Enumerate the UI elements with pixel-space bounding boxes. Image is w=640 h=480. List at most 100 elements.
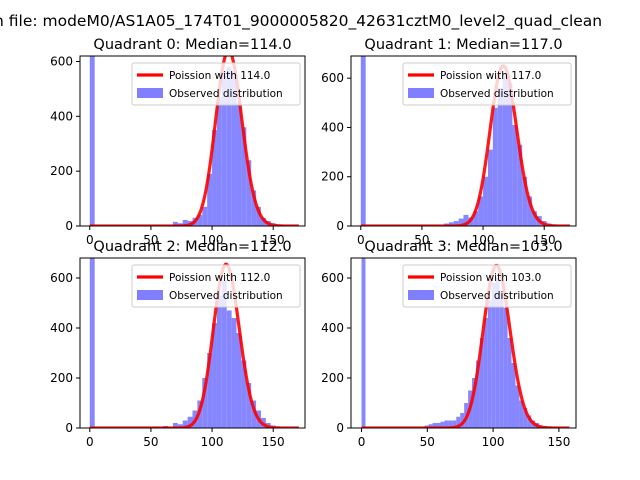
histogram-bar: [444, 420, 449, 428]
histogram-bar: [448, 420, 453, 428]
histogram-bar: [472, 378, 476, 428]
histogram-bar: [531, 211, 537, 226]
histogram-bar: [360, 56, 366, 226]
plot-area-3: [361, 258, 570, 428]
x-tick-label: 50: [143, 233, 158, 247]
histogram-bar: [495, 278, 500, 428]
histogram-bar: [512, 124, 518, 226]
legend-label: Observed distribution: [440, 88, 554, 100]
x-tick-label: 100: [472, 233, 495, 247]
histogram-bar: [463, 214, 469, 226]
legend-box: [402, 264, 572, 308]
x-tick-label: 50: [420, 435, 435, 449]
y-tick-label: 0: [336, 421, 344, 435]
histogram-bar: [453, 221, 459, 226]
histogram-bar: [177, 424, 183, 428]
histogram-bar: [207, 353, 213, 428]
histogram-bar: [491, 283, 496, 428]
y-tick-label: 600: [50, 271, 73, 285]
histogram-bar: [202, 206, 208, 226]
panel-title: Quadrant 0: Median=114.0: [93, 37, 291, 53]
histogram-bar: [251, 400, 257, 428]
y-tick-label: 0: [65, 219, 73, 233]
axes-frame: [350, 55, 577, 227]
x-tick-label: 150: [262, 435, 285, 449]
poisson-curve: [360, 64, 571, 226]
histogram-bar: [517, 144, 523, 226]
panel-1: 0 50 100 150 0 200 400 600 Quadrant 1: Median=11…: [321, 37, 577, 247]
plot-area-1: [360, 56, 571, 226]
histogram-bar: [202, 378, 208, 428]
figure-suptitle: n file: modeM0/AS1A05_174T01_9000005820_…: [0, 12, 602, 31]
panel-2: 0 50 100 150 0 200 400 600 Quadrant 2: Median=11…: [50, 239, 306, 449]
histogram-bar: [483, 318, 488, 428]
x-tick-label: 50: [414, 233, 429, 247]
histogram-bar: [452, 420, 457, 428]
histogram-bar: [241, 360, 247, 428]
histogram-bar: [241, 127, 247, 226]
panel-0: 0 50 100 150 0 200 400 600 Quadrant 0: Median=11…: [50, 37, 306, 247]
y-tick-label: 400: [321, 120, 344, 134]
histogram-bar: [436, 423, 441, 428]
histogram-bar: [236, 333, 242, 428]
legend: Poission with 117.0 Observed distribution: [402, 62, 572, 106]
y-tick-label: 400: [50, 109, 73, 123]
histogram-bar: [216, 97, 222, 226]
histogram-bar: [89, 258, 95, 428]
histogram-bar: [231, 318, 237, 428]
plot-area-2: [89, 258, 300, 428]
histogram-bar: [515, 385, 520, 428]
x-tick-label: 150: [547, 435, 570, 449]
x-tick-label: 150: [262, 233, 285, 247]
histogram-bar: [519, 400, 524, 428]
x-tick-label: 150: [533, 233, 556, 247]
legend-label: Observed distribution: [169, 290, 283, 302]
histogram-bar: [432, 423, 437, 428]
panel-title: Quadrant 2: Median=112.0: [93, 239, 291, 255]
y-tick-label: 0: [336, 219, 344, 233]
y-tick-label: 200: [50, 164, 73, 178]
histogram-bar: [197, 215, 203, 226]
x-tick-label: 100: [482, 435, 505, 449]
histogram-bar: [476, 360, 480, 428]
x-tick-label: 100: [201, 435, 224, 449]
histogram-bar: [207, 173, 213, 226]
x-tick-label: 0: [86, 233, 94, 247]
y-tick-label: 600: [50, 54, 73, 68]
legend-patch-swatch: [137, 290, 163, 300]
legend-label: Observed distribution: [440, 290, 554, 302]
histogram-bar: [172, 423, 178, 428]
histogram-bar: [492, 107, 498, 226]
histogram-bar: [497, 88, 503, 226]
y-tick-label: 200: [321, 371, 344, 385]
histogram-bar: [182, 219, 188, 226]
plot-area-0: [89, 56, 300, 226]
panel-3: 0 50 100 150 0 200 400 600 Quadrant 3: Median=10…: [321, 239, 577, 449]
y-tick-label: 600: [321, 271, 344, 285]
histogram-bar: [428, 424, 433, 428]
histogram-bar: [456, 416, 461, 428]
histogram-bar: [527, 196, 532, 226]
legend: Poission with 103.0 Observed distribution: [402, 264, 572, 308]
histogram-bar: [478, 196, 484, 226]
y-tick-label: 200: [321, 170, 344, 184]
legend: Poission with 114.0 Observed distribution: [131, 62, 301, 106]
histogram-bar: [507, 83, 513, 226]
histogram-bar: [89, 56, 95, 226]
histogram-bar: [172, 221, 178, 226]
panel-title: Quadrant 3: Median=103.0: [364, 239, 562, 255]
poisson-curve: [89, 56, 300, 226]
histogram-bar: [479, 338, 484, 428]
axes-frame: [79, 55, 306, 227]
histogram-bar: [487, 149, 493, 226]
histogram-bar: [221, 280, 227, 428]
histogram-bar: [246, 383, 252, 428]
y-tick-label: 200: [50, 371, 73, 385]
histogram-bar: [483, 176, 488, 226]
legend-patch-swatch: [408, 88, 434, 98]
histogram-bar: [440, 421, 445, 428]
histogram-bar: [246, 160, 252, 226]
x-tick-label: 50: [143, 435, 158, 449]
legend-label: Poission with 114.0: [169, 70, 270, 82]
